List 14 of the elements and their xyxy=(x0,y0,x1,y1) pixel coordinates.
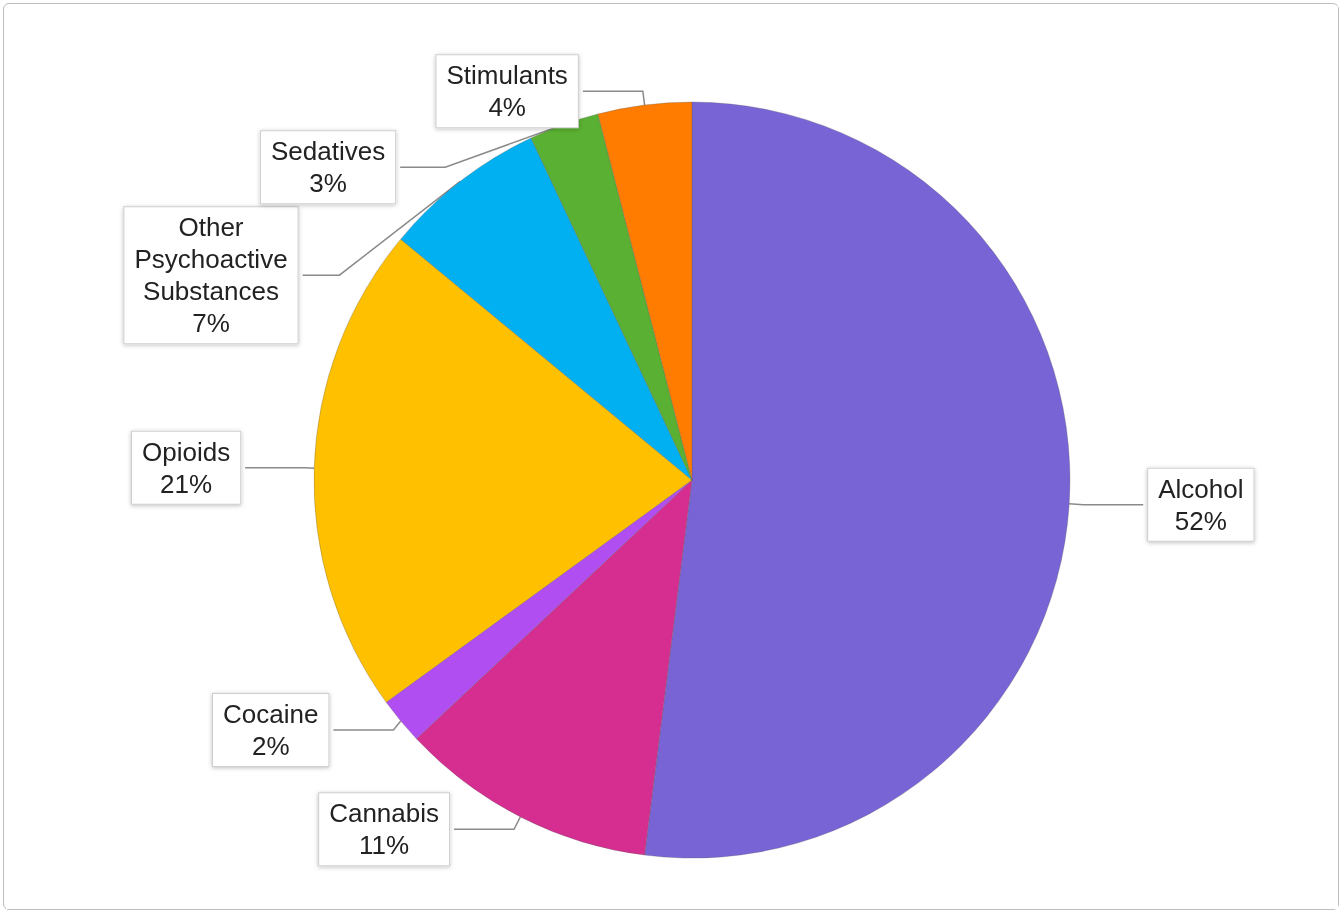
data-label: 7% xyxy=(192,308,230,339)
slice-label: Alcohol xyxy=(1158,473,1244,504)
data-label: 11% xyxy=(359,830,410,861)
data-label: 2% xyxy=(251,730,290,761)
slice-label: Stimulants xyxy=(446,60,568,91)
slice-label: Sedatives xyxy=(270,136,386,167)
slice-label: Opioids xyxy=(142,436,231,467)
slice-label: Other Psychoactive Substances xyxy=(134,212,288,307)
slice-label: Cannabis xyxy=(329,798,440,829)
data-label: 52% xyxy=(1174,505,1227,536)
data-label: 4% xyxy=(488,92,526,123)
slice-label: Cocaine xyxy=(223,698,319,729)
data-label: 21% xyxy=(160,468,213,499)
data-label: 3% xyxy=(309,168,347,199)
